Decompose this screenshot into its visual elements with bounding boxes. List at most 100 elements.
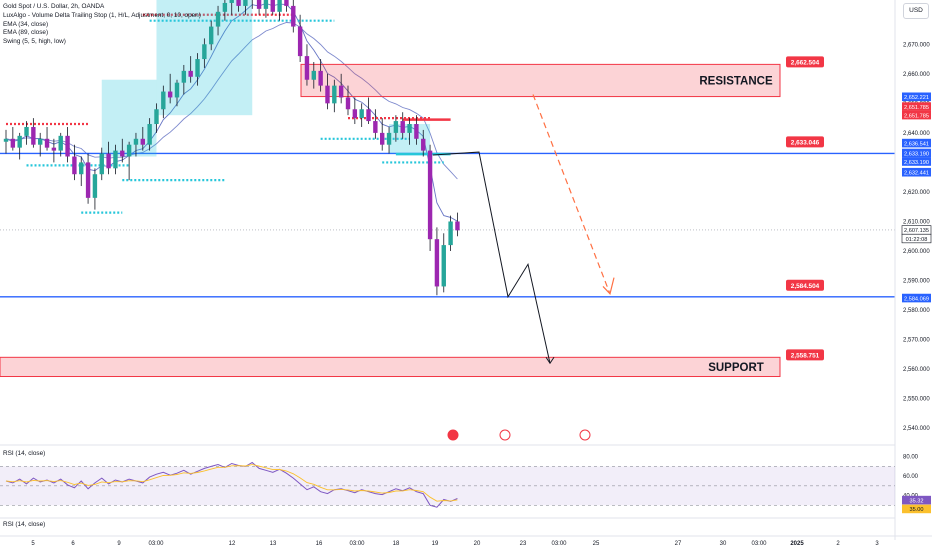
- bearish-arrow: [532, 94, 611, 295]
- time-tick-label: 12: [229, 541, 236, 547]
- candle-body: [421, 138, 426, 151]
- price-axis-tag: 2,633.190: [904, 160, 929, 166]
- rsi-label: RSI (14, close): [3, 450, 46, 457]
- time-tick-label: 6: [71, 541, 75, 547]
- projection-line: [432, 151, 551, 364]
- candle-body: [79, 162, 84, 175]
- candle-body: [229, 0, 234, 3]
- legend-ema34: EMA (34, close): [3, 20, 49, 28]
- candle-body: [386, 132, 392, 145]
- price-axis-tag-bg: [902, 92, 931, 102]
- price-axis-tag: 2,651.785: [904, 105, 929, 111]
- price-tick-label: 2,540.000: [903, 426, 930, 432]
- economic-event-icon: [579, 429, 591, 441]
- price-axis-tag-bg: [902, 148, 931, 158]
- time-tick-label: 9: [117, 541, 121, 547]
- candle-body: [161, 91, 166, 110]
- candle-body: [304, 56, 310, 80]
- candle-body: [222, 2, 228, 12]
- price-axis-tag: 2,633.190: [904, 151, 929, 157]
- price-axis-tag-bg: [902, 102, 931, 111]
- candle-body: [65, 135, 70, 157]
- candle-body: [448, 221, 453, 246]
- candle-body: [195, 59, 200, 77]
- legend-symbol: Gold Spot / U.S. Dollar, 2h, OANDA: [3, 3, 105, 10]
- candle-body: [359, 109, 364, 119]
- candle-body: [3, 138, 9, 142]
- candle-body: [263, 0, 269, 9]
- candle-body: [140, 138, 145, 145]
- rsi-tick-label: 80.00: [903, 455, 919, 461]
- price-axis-tag: 2,607.135: [904, 228, 929, 234]
- projection-arrowhead: [545, 356, 555, 365]
- candle-body: [332, 85, 337, 104]
- candle-body: [99, 153, 104, 175]
- economic-event-icon: [499, 429, 511, 441]
- price-tick-label: 2,620.000: [903, 190, 930, 196]
- candle-body: [133, 138, 139, 145]
- candle-body: [366, 109, 371, 122]
- time-tick-label: 25: [593, 541, 600, 547]
- candle-body: [51, 147, 57, 151]
- chart-legend: Gold Spot / U.S. Dollar, 2h, OANDA LuxAl…: [3, 3, 201, 47]
- price-axis-tag-bg: [902, 157, 931, 166]
- candle-body: [400, 121, 405, 133]
- candle-body: [188, 70, 193, 77]
- time-tick-label: 5: [31, 541, 35, 547]
- zone-price-tag-bg: [786, 56, 824, 68]
- candle-body: [325, 85, 330, 104]
- candle-body: [24, 126, 29, 136]
- price-tick-label: 2,600.000: [903, 249, 930, 255]
- candle-body: [393, 121, 399, 133]
- candle-body: [243, 0, 248, 6]
- candle-body: [427, 150, 433, 240]
- price-axis-tag-bg: [902, 138, 931, 148]
- candle-body: [256, 0, 262, 9]
- candle-body: [380, 132, 385, 145]
- time-tick-label: 03:00: [349, 541, 365, 547]
- candle-body: [311, 70, 316, 80]
- time-tick-label: 13: [270, 541, 277, 547]
- time-tick-label: 23: [520, 541, 527, 547]
- price-axis-tag-bg: [902, 110, 931, 120]
- time-tick-label: 2025: [790, 541, 804, 547]
- candles: [3, 0, 460, 296]
- candle-body: [352, 109, 358, 119]
- candle-body: [147, 124, 152, 145]
- currency-button[interactable]: USD: [903, 3, 929, 19]
- candle-body: [202, 44, 207, 60]
- candle-body: [17, 135, 22, 148]
- candle-body: [154, 109, 159, 125]
- bearish-arrowhead: [602, 277, 615, 296]
- candle-body: [10, 138, 16, 148]
- candle-body: [236, 0, 241, 6]
- zone-price-tag: 2,662.504: [791, 59, 820, 66]
- zone-price-tag-bg: [786, 349, 824, 361]
- candle-body: [38, 138, 43, 145]
- rsi-ma-tag-bg: [902, 504, 931, 514]
- legend-swing: Swing (5, 5, high, low): [3, 38, 66, 46]
- resistance-label: RESISTANCE: [699, 75, 773, 87]
- candle-body: [72, 156, 77, 175]
- projection-path: [432, 94, 615, 365]
- candle-body: [167, 91, 173, 98]
- price-tick-label: 2,560.000: [903, 367, 930, 373]
- price-tick-label: 2,660.000: [903, 72, 930, 78]
- time-tick-label: 16: [316, 541, 323, 547]
- rsi-ma-tag: 35.00: [910, 507, 924, 513]
- candle-body: [209, 26, 214, 45]
- price-axis-tag: 2,584.069: [904, 296, 929, 302]
- candle-body: [284, 0, 289, 6]
- time-axis: 5 6 9 03:00 12 13 16 03:00 18 19 20 23 03:00 25 27 30 03…: [0, 535, 932, 547]
- candle-body: [270, 0, 275, 12]
- price-axis-tag-bg: [902, 293, 931, 303]
- candle-body: [113, 150, 118, 169]
- candle-body: [338, 85, 344, 98]
- price-tick-label: 2,550.000: [903, 397, 930, 403]
- candle-body: [181, 70, 187, 83]
- time-tick-label: 27: [675, 541, 682, 547]
- price-tick-label: 2,670.000: [903, 42, 930, 48]
- rsi-tick-label: 60.00: [903, 474, 919, 480]
- candle-body: [277, 0, 282, 12]
